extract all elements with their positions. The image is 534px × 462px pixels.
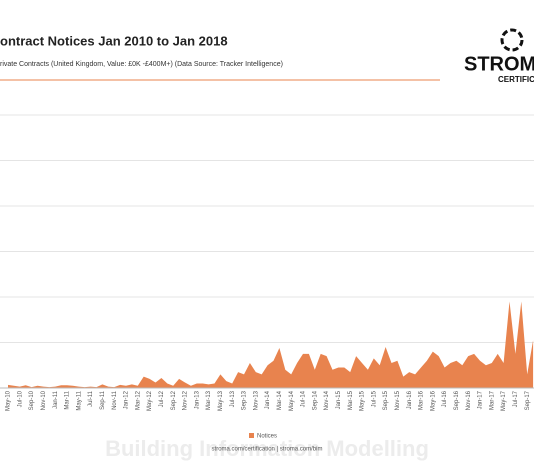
x-tick-label: Jul-11 xyxy=(88,390,94,407)
x-tick-label: May-10 xyxy=(6,390,12,411)
x-tick-label: Nov-14 xyxy=(324,390,330,410)
x-tick-label: May-17 xyxy=(501,390,507,411)
logo-name: STROM xyxy=(464,53,534,75)
x-tick-label: Sep-14 xyxy=(312,390,318,410)
x-tick-label: Sep-11 xyxy=(100,390,106,410)
legend-swatch xyxy=(249,433,254,438)
x-tick-label: Mar-14 xyxy=(277,390,283,410)
x-tick-label: Jan-15 xyxy=(336,390,342,409)
x-tick-label: May-15 xyxy=(360,390,366,411)
x-tick-label: May-11 xyxy=(76,390,82,410)
x-tick-label: Mar-11 xyxy=(65,390,71,409)
x-tick-label: May-13 xyxy=(218,390,224,411)
x-tick-label: Nov-13 xyxy=(253,390,259,410)
x-tick-label: Jan-13 xyxy=(194,390,200,409)
x-tick-label: Mar-12 xyxy=(135,390,141,410)
x-tick-label: Jul-17 xyxy=(513,390,519,407)
x-tick-label: Sep-12 xyxy=(171,390,177,410)
x-tick-label: Nov-10 xyxy=(41,390,47,410)
logo-tagline: CERTIFIC xyxy=(498,75,534,84)
x-tick-label: Mar-17 xyxy=(489,390,495,410)
x-tick-label: Sep-13 xyxy=(242,390,248,410)
x-tick-label: May-16 xyxy=(430,390,436,411)
area xyxy=(8,301,534,388)
x-tick-label: Jul-12 xyxy=(159,390,165,407)
x-tick-label: Jan-12 xyxy=(124,390,130,409)
x-tick-label: May-14 xyxy=(289,390,295,411)
x-tick-label: Sep-17 xyxy=(525,390,531,410)
x-tick-label: Nov-16 xyxy=(466,390,472,410)
x-tick-label: Jul-10 xyxy=(17,390,23,407)
x-tick-label: Nov-15 xyxy=(395,390,401,410)
x-tick-label: Mar-16 xyxy=(419,390,425,410)
x-tick-label: Nov-11 xyxy=(112,390,118,410)
logo-icon xyxy=(500,28,524,52)
x-tick-label: May-12 xyxy=(147,390,153,411)
logo: STROM CERTIFIC xyxy=(464,28,534,84)
x-tick-label: Jan-11 xyxy=(53,390,59,409)
x-tick-label: Jul-13 xyxy=(230,390,236,407)
x-tick-label: Jul-14 xyxy=(301,390,307,407)
x-tick-label: Sep-15 xyxy=(383,390,389,410)
x-tick-label: Mar-15 xyxy=(348,390,354,410)
x-tick-label: Sep-16 xyxy=(454,390,460,410)
x-tick-label: Sep-10 xyxy=(29,390,35,410)
footer: stroma.com/certification | stroma.com/bi… xyxy=(212,447,323,453)
chart-title: ontract Notices Jan 2010 to Jan 2018 xyxy=(0,33,228,48)
x-tick-label: Jan-16 xyxy=(407,390,413,409)
x-tick-label: Jan-17 xyxy=(478,390,484,409)
chart-subtitle: rivate Contracts (United Kingdom, Value:… xyxy=(0,61,283,68)
x-tick-label: Nov-12 xyxy=(183,390,189,410)
x-tick-label: Jul-15 xyxy=(371,390,377,407)
legend-label: Notices xyxy=(257,434,277,440)
x-tick-label: Jul-16 xyxy=(442,390,448,407)
watermark: Building Information Modelling xyxy=(105,436,429,461)
x-tick-label: Jan-14 xyxy=(265,390,271,409)
x-tick-label: Mar-13 xyxy=(206,390,212,410)
